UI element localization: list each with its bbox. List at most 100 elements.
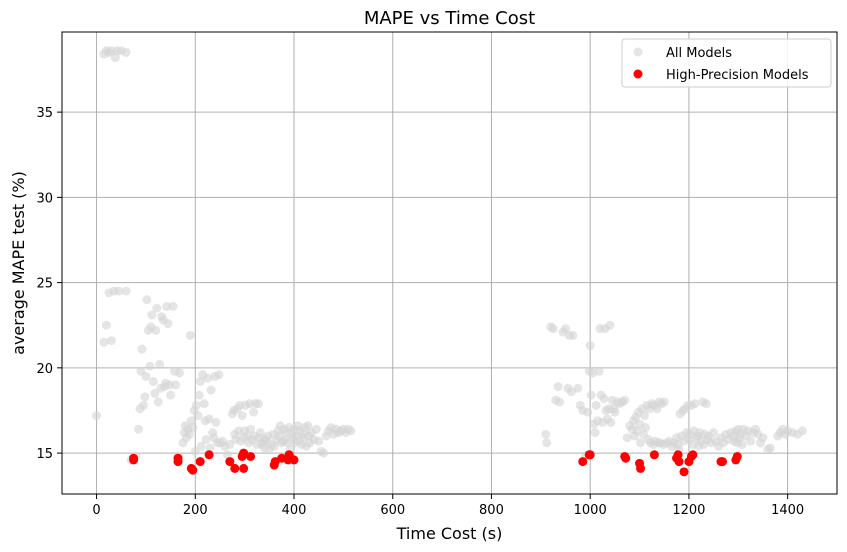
data-point bbox=[153, 397, 163, 407]
data-point bbox=[185, 330, 195, 340]
data-point bbox=[249, 407, 259, 417]
chart-title: MAPE vs Time Cost bbox=[364, 8, 535, 29]
data-point bbox=[225, 440, 235, 450]
data-point bbox=[134, 424, 144, 434]
data-point bbox=[142, 295, 152, 305]
data-point bbox=[148, 376, 158, 386]
data-point bbox=[173, 453, 183, 463]
x-tick-label: 400 bbox=[282, 503, 307, 518]
data-point bbox=[101, 320, 111, 330]
data-point bbox=[640, 423, 650, 433]
data-point bbox=[230, 463, 240, 473]
data-point bbox=[606, 417, 616, 427]
data-point bbox=[239, 448, 249, 458]
data-point bbox=[237, 411, 247, 421]
data-point bbox=[591, 400, 601, 410]
data-point bbox=[190, 446, 200, 456]
legend-marker bbox=[633, 47, 643, 57]
data-point bbox=[152, 303, 162, 313]
data-point bbox=[121, 286, 131, 296]
data-point bbox=[222, 450, 232, 460]
data-point bbox=[191, 400, 201, 410]
data-point bbox=[585, 341, 595, 351]
data-point bbox=[548, 324, 558, 334]
data-point bbox=[621, 453, 631, 463]
y-tick-label: 30 bbox=[36, 191, 53, 206]
data-point bbox=[314, 436, 324, 446]
data-point bbox=[201, 434, 211, 444]
y-tick-label: 35 bbox=[36, 106, 53, 121]
data-point bbox=[649, 450, 659, 460]
x-axis-label: Time Cost (s) bbox=[396, 524, 503, 543]
data-point bbox=[203, 373, 213, 383]
data-point bbox=[578, 457, 588, 467]
data-point bbox=[717, 457, 727, 467]
data-point bbox=[605, 320, 615, 330]
x-tick-label: 0 bbox=[92, 503, 100, 518]
data-point bbox=[709, 428, 719, 438]
y-tick-label: 25 bbox=[36, 277, 53, 292]
x-tick-label: 1400 bbox=[771, 503, 804, 518]
x-tick-label: 200 bbox=[183, 503, 208, 518]
data-point bbox=[239, 463, 249, 473]
data-point bbox=[319, 448, 329, 458]
data-point bbox=[151, 325, 161, 335]
data-point bbox=[145, 361, 155, 371]
data-point bbox=[701, 399, 711, 409]
data-point bbox=[246, 451, 256, 461]
data-point bbox=[186, 416, 196, 426]
data-point bbox=[590, 428, 600, 438]
data-point bbox=[246, 424, 256, 434]
data-point bbox=[121, 47, 131, 57]
data-point bbox=[555, 397, 565, 407]
data-point bbox=[194, 390, 204, 400]
data-point bbox=[147, 310, 157, 320]
data-point bbox=[758, 433, 768, 443]
data-point bbox=[168, 301, 178, 311]
data-point bbox=[568, 330, 578, 340]
data-point bbox=[141, 371, 151, 381]
data-point bbox=[541, 429, 551, 439]
grid-lines bbox=[62, 32, 837, 494]
data-point bbox=[171, 380, 181, 390]
data-point bbox=[206, 385, 216, 395]
data-point bbox=[255, 428, 265, 438]
y-tick-label: 15 bbox=[36, 447, 53, 462]
data-point bbox=[140, 392, 150, 402]
data-point bbox=[639, 411, 649, 421]
data-point bbox=[746, 436, 756, 446]
legend-label: All Models bbox=[666, 46, 732, 61]
data-point bbox=[610, 407, 620, 417]
data-point bbox=[225, 457, 235, 467]
data-point bbox=[196, 441, 206, 451]
data-point bbox=[214, 370, 224, 380]
data-point bbox=[636, 438, 646, 448]
legend: All Models High-Precision Models bbox=[621, 38, 832, 88]
legend-label: High-Precision Models bbox=[666, 68, 809, 83]
data-point bbox=[129, 453, 139, 463]
x-tick-label: 1200 bbox=[672, 503, 705, 518]
data-point bbox=[205, 443, 215, 453]
data-point bbox=[636, 463, 646, 473]
data-point bbox=[211, 417, 221, 427]
data-point bbox=[599, 394, 609, 404]
data-point bbox=[269, 441, 279, 451]
data-point bbox=[166, 390, 176, 400]
data-point bbox=[199, 399, 209, 409]
data-point bbox=[765, 443, 775, 453]
data-point bbox=[204, 414, 214, 424]
y-tick-label: 20 bbox=[36, 362, 53, 377]
legend-marker bbox=[633, 69, 643, 79]
data-point bbox=[553, 382, 563, 392]
axis-ticks: 0 200 400 600 800 1000 1200 1400 15 20 25 30 35 bbox=[36, 106, 804, 518]
data-point bbox=[188, 423, 198, 433]
x-tick-label: 600 bbox=[380, 503, 405, 518]
data-point bbox=[188, 465, 198, 475]
data-point bbox=[311, 424, 321, 434]
data-point bbox=[289, 455, 299, 465]
data-point bbox=[137, 344, 147, 354]
data-point bbox=[673, 450, 683, 460]
data-point bbox=[620, 395, 630, 405]
data-point bbox=[92, 411, 102, 421]
